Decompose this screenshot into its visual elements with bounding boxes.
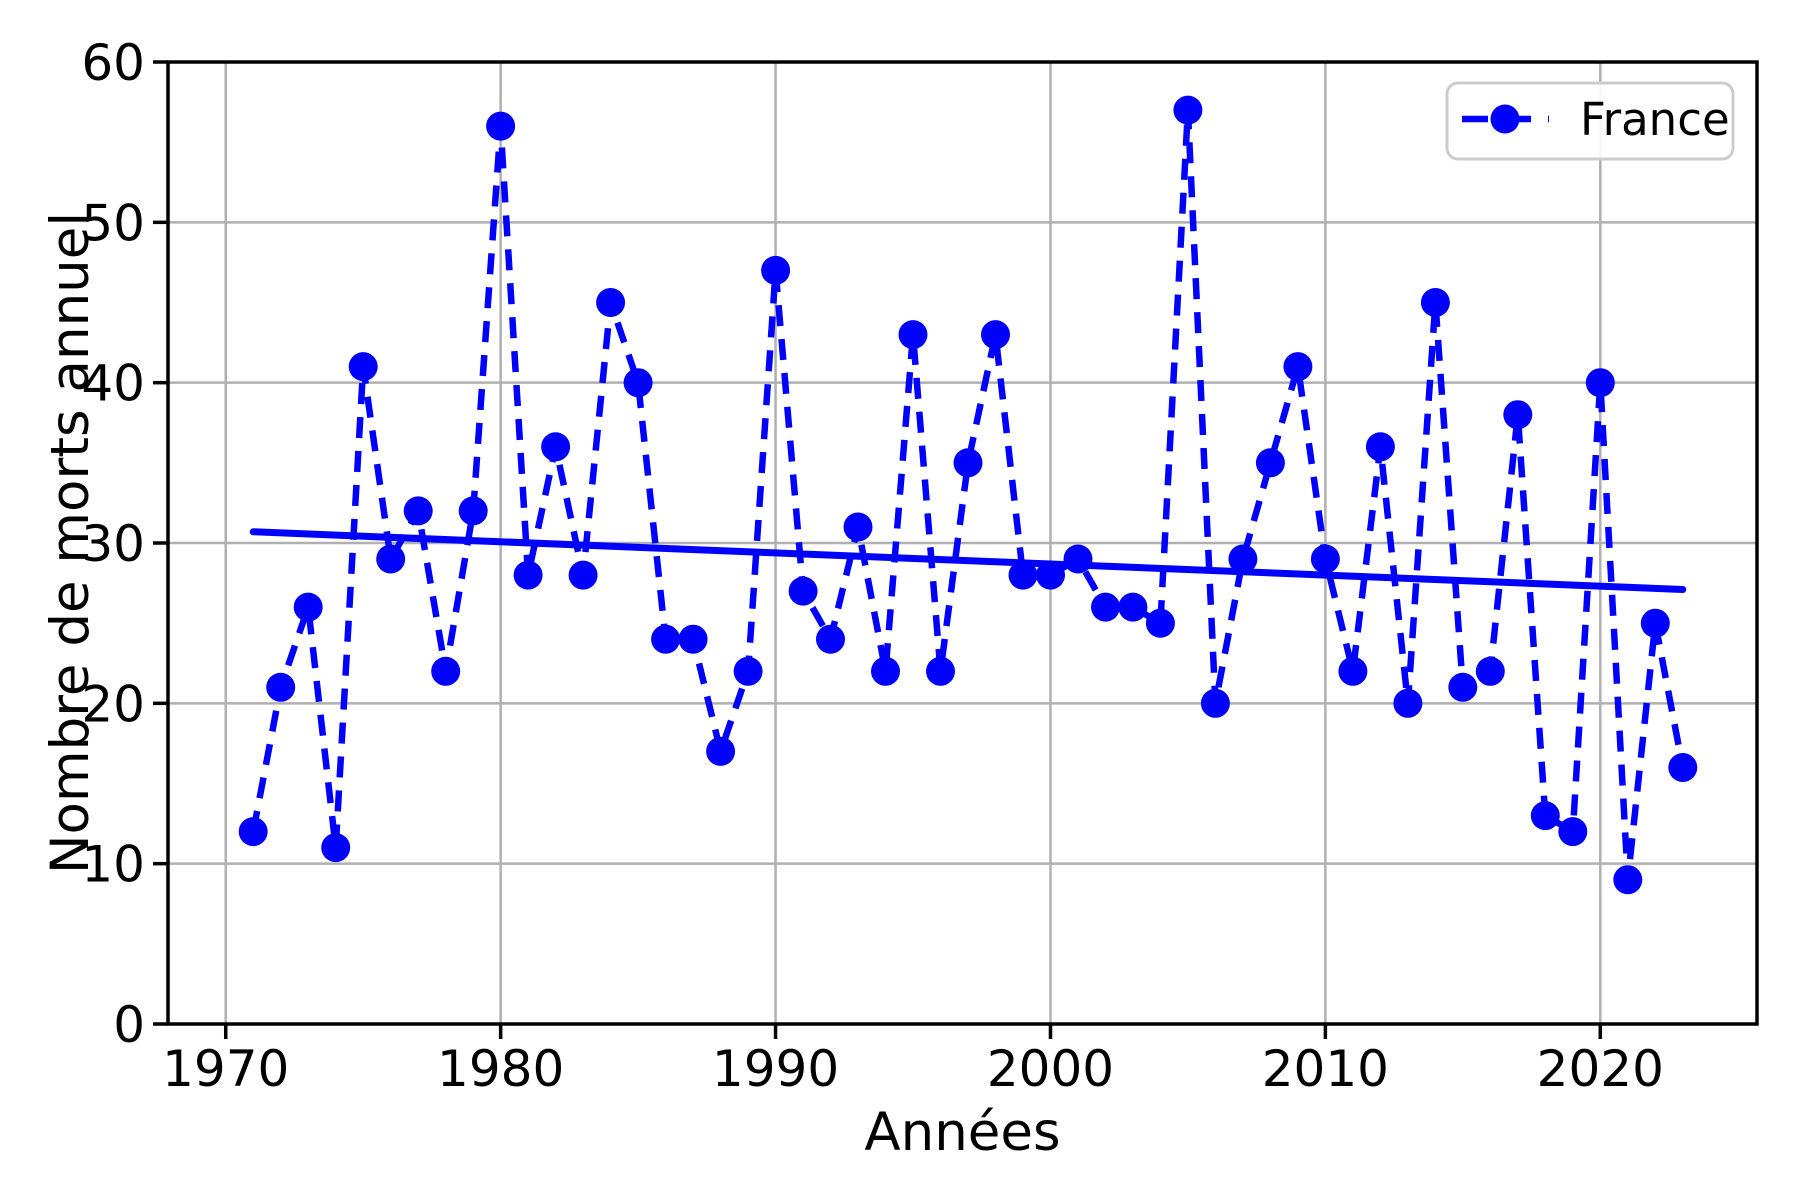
data-point: [816, 624, 845, 654]
data-point: [1640, 608, 1670, 638]
data-point: [1200, 688, 1230, 718]
legend-marker-icon: [1490, 104, 1520, 134]
data-point: [238, 817, 268, 847]
grid-layer: [168, 62, 1757, 1024]
data-point: [981, 320, 1010, 350]
data-point: [1530, 801, 1560, 831]
data-point: [761, 255, 791, 285]
y-tick-label: 0: [113, 996, 145, 1054]
y-tick-label: 50: [81, 194, 145, 252]
data-point: [1283, 352, 1313, 382]
tick-layer: 1970 1980 1990 2000 2010 2020 0 10 20 30 40 50 60: [81, 34, 1664, 1098]
data-point: [651, 624, 681, 654]
data-point: [1613, 865, 1643, 895]
x-tick-label: 1990: [712, 1040, 839, 1098]
data-point: [706, 736, 736, 766]
y-axis-label: Nombre de morts annuel: [40, 212, 101, 874]
trend-line: [249, 528, 1687, 593]
data-point: [843, 512, 873, 542]
y-tick-label: 40: [81, 355, 145, 413]
data-point: [458, 496, 488, 526]
data-point: [871, 656, 900, 686]
data-point: [1338, 656, 1368, 686]
legend: France: [1445, 81, 1735, 161]
data-point: [1310, 544, 1340, 574]
data-point: [1393, 688, 1423, 718]
y-tick-label: 10: [81, 836, 145, 894]
x-tick-label: 2010: [1262, 1040, 1389, 1098]
data-point: [953, 448, 983, 478]
data-point: [623, 368, 653, 398]
data-point: [568, 560, 598, 590]
data-point: [926, 656, 955, 686]
data-point: [898, 320, 928, 350]
data-point: [321, 833, 351, 863]
data-point: [1448, 672, 1478, 702]
data-point: [1585, 368, 1615, 398]
data-point: [348, 352, 378, 382]
data-point: [678, 624, 708, 654]
data-point: [431, 656, 461, 686]
y-tick-label: 20: [81, 675, 145, 733]
x-tick-label: 2000: [987, 1040, 1114, 1098]
data-point: [1036, 560, 1065, 590]
y-tick-label: 60: [81, 34, 145, 92]
data-point: [1145, 608, 1175, 638]
data-point: [1091, 592, 1120, 622]
data-point: [733, 656, 763, 686]
x-axis-label: Années: [864, 1102, 1060, 1163]
data-point: [513, 560, 543, 590]
x-tick-label: 2020: [1537, 1040, 1664, 1098]
data-point: [541, 432, 571, 462]
data-point: [1668, 753, 1698, 782]
data-point: [266, 672, 296, 702]
data-point: [486, 111, 516, 141]
data-point: [1503, 400, 1533, 430]
data-point: [1063, 544, 1093, 574]
data-point: [1228, 544, 1258, 574]
data-point: [1365, 432, 1395, 462]
y-tick-label: 30: [81, 515, 145, 573]
series-layer: [238, 95, 1698, 895]
data-point: [1558, 817, 1588, 847]
x-tick-label: 1970: [162, 1040, 289, 1098]
data-point: [403, 496, 433, 526]
legend-box: [1445, 81, 1735, 161]
data-point: [788, 576, 818, 606]
data-point: [596, 288, 626, 317]
data-point: [293, 592, 323, 622]
series-line-france: [250, 106, 1686, 883]
data-point: [1118, 592, 1148, 622]
data-point: [1475, 656, 1505, 686]
data-point: [1255, 448, 1285, 478]
x-tick-label: 1980: [437, 1040, 564, 1098]
data-point: [376, 544, 406, 574]
legend-label: France: [1580, 93, 1730, 146]
data-point: [1008, 560, 1038, 590]
data-point: [1173, 95, 1203, 125]
data-point: [1420, 288, 1450, 317]
